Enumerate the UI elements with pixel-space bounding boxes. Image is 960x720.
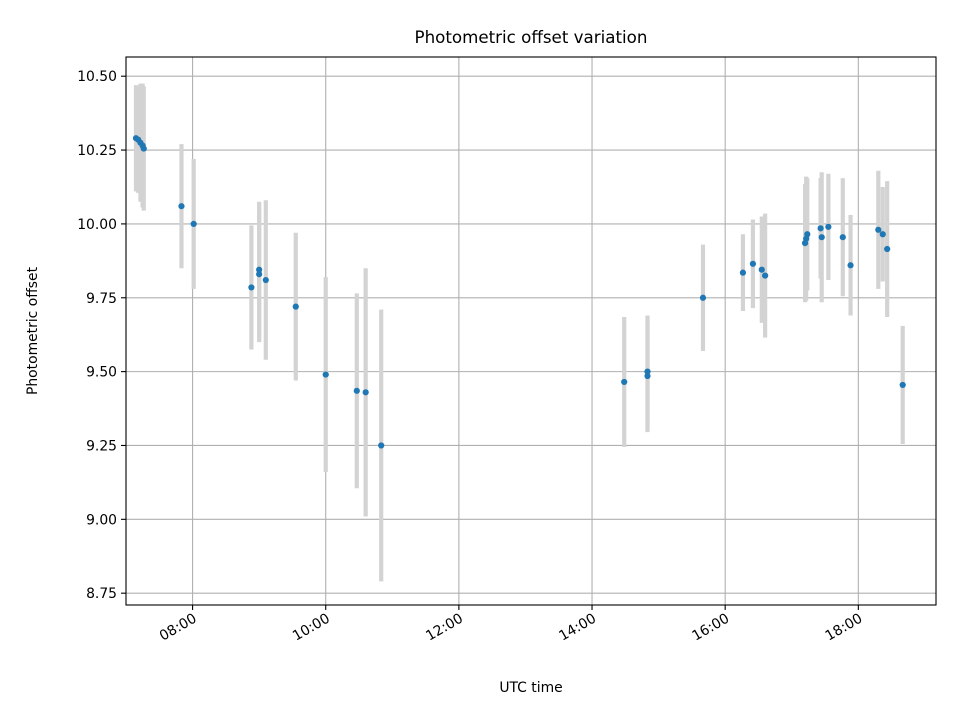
data-point [749,260,757,267]
chart-title: Photometric offset variation [415,27,648,47]
data-point [292,303,299,310]
data-point [758,266,765,273]
data-point [140,145,147,152]
data-point [884,245,891,253]
grid-lines [126,57,936,605]
y-tick-label: 9.50 [86,365,117,381]
y-tick-label: 9.00 [86,512,117,528]
data-point [644,372,651,380]
data-point [353,387,360,394]
data-point [190,220,197,228]
data-point [825,223,832,230]
y-tick-label: 9.75 [86,291,117,307]
data-point [378,442,385,449]
data-point [739,269,747,276]
y-tick-label: 8.75 [86,586,117,602]
data-point [178,203,185,210]
data-point [621,378,628,386]
y-axis-label: Photometric offset [25,266,41,395]
data-point [262,276,269,284]
data-point [644,368,651,375]
y-tick-label: 10.50 [77,69,117,85]
data-point [817,225,824,232]
data-point [839,234,846,241]
data-point [804,231,811,238]
data-point [699,294,707,301]
y-axis-ticks: 8.75 9.00 9.25 9.50 9.75 10.00 10.25 10.50 [77,69,126,602]
data-point [256,271,263,278]
data-point [899,381,906,389]
y-tick-label: 10.25 [77,143,117,159]
data-point [818,234,825,241]
x-axis-label: UTC time [499,680,562,696]
plot-area-frame [125,56,937,606]
data-point [256,266,263,273]
data-point [322,371,329,378]
data-point [362,389,369,396]
data-point [248,284,255,291]
data-point [879,231,886,238]
y-tick-label: 10.00 [77,217,117,233]
data-point [847,262,854,269]
data-point [762,272,769,279]
data-points [132,135,906,449]
y-tick-label: 9.25 [86,438,117,454]
data-point [875,226,882,233]
